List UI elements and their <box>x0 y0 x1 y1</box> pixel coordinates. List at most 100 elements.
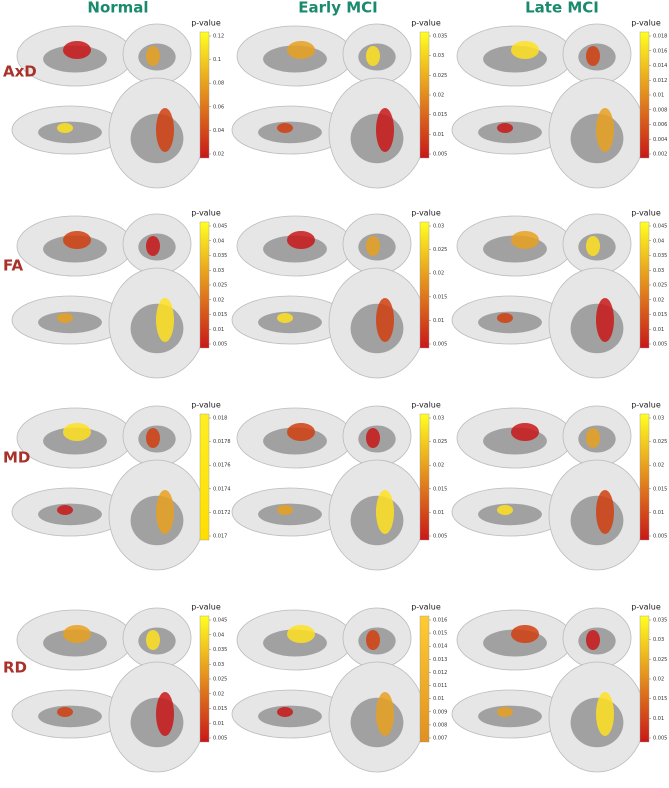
colorbar-tick-label: 0.015 <box>433 486 447 492</box>
brain-panel <box>11 607 206 773</box>
colorbar-tick-label: 0.006 <box>653 122 667 128</box>
colorbar-tick-label: 0.03 <box>213 662 224 668</box>
colorbar-tick-label: 0.08 <box>213 81 224 87</box>
colorbar-tick-label: 0.035 <box>653 618 667 624</box>
colorbar-tick-label: 0.045 <box>653 224 667 230</box>
highlight <box>277 707 293 717</box>
colorbar-tick-label: 0.005 <box>213 342 227 348</box>
colorbar-tick-label: 0.01 <box>653 327 664 333</box>
colorbar <box>639 31 650 159</box>
colorbar-tick-label: 0.1 <box>213 57 221 63</box>
highlight <box>511 423 539 441</box>
colorbar-title: p-value <box>191 209 221 218</box>
colorbar-title: p-value <box>631 19 661 28</box>
colorbar <box>199 615 210 743</box>
colorbar-title: p-value <box>411 401 441 410</box>
highlight <box>366 630 380 650</box>
colorbar-tick-label: 0.02 <box>653 297 664 303</box>
highlight <box>366 236 380 256</box>
colorbar-tick-label: 0.025 <box>433 247 447 253</box>
colorbar-tick-label: 0.015 <box>653 696 667 702</box>
brain-panel <box>11 23 206 189</box>
highlight <box>586 46 600 66</box>
colorbar-tick-label: 0.01 <box>213 327 224 333</box>
highlight <box>287 625 315 643</box>
colorbar-tick-label: 0.017 <box>213 534 227 540</box>
colorbar <box>639 413 650 541</box>
colorbar-tick-label: 0.008 <box>433 722 447 728</box>
colorbar-tick-label: 0.015 <box>433 112 447 118</box>
brain-panel <box>451 405 646 571</box>
highlight <box>146 236 160 256</box>
brain-core <box>258 121 322 144</box>
brain-core <box>478 311 542 334</box>
colorbar-tick-label: 0.007 <box>433 736 447 742</box>
colorbar-tick-label: 0.025 <box>433 73 447 79</box>
colorbar-tick-label: 0.018 <box>653 34 667 40</box>
highlight <box>596 298 614 342</box>
colorbar-tick-label: 0.01 <box>433 696 444 702</box>
highlight <box>57 505 73 515</box>
colorbar-tick-label: 0.03 <box>653 416 664 422</box>
colorbar-tick-label: 0.002 <box>653 152 667 158</box>
highlight <box>156 108 174 152</box>
highlight <box>376 108 394 152</box>
highlight <box>277 313 293 323</box>
colorbar-tick-label: 0.015 <box>653 312 667 318</box>
brain-panel <box>11 213 206 379</box>
highlight <box>586 428 600 448</box>
row-title: RD <box>3 659 27 677</box>
colorbar-tick-label: 0.016 <box>653 48 667 54</box>
brain-panel <box>231 607 426 773</box>
brain-core <box>258 311 322 334</box>
colorbar-tick-label: 0.035 <box>213 253 227 259</box>
row-title: AxD <box>3 63 37 81</box>
colorbar-tick-label: 0.008 <box>653 107 667 113</box>
colorbar-title: p-value <box>631 603 661 612</box>
colorbar-tick-label: 0.015 <box>653 486 667 492</box>
highlight <box>497 313 513 323</box>
colorbar-tick-label: 0.005 <box>653 736 667 742</box>
colorbar-tick-label: 0.03 <box>653 268 664 274</box>
colorbar-tick-label: 0.012 <box>653 78 667 84</box>
colorbar-tick-label: 0.02 <box>433 463 444 469</box>
colorbar-tick-label: 0.0178 <box>213 439 231 445</box>
brain-panel <box>11 405 206 571</box>
highlight <box>156 298 174 342</box>
colorbar-tick-label: 0.01 <box>653 510 664 516</box>
highlight <box>511 41 539 59</box>
colorbar-tick-label: 0.015 <box>433 631 447 637</box>
highlight <box>63 41 91 59</box>
colorbar-tick-label: 0.02 <box>433 93 444 99</box>
colorbar <box>419 31 430 159</box>
colorbar-tick-label: 0.01 <box>653 93 664 99</box>
highlight <box>497 123 513 133</box>
colorbar-tick-label: 0.045 <box>213 224 227 230</box>
brain-core <box>38 121 102 144</box>
column-title: Normal <box>87 0 148 17</box>
colorbar-title: p-value <box>631 401 661 410</box>
highlight <box>596 692 614 736</box>
colorbar-tick-label: 0.004 <box>653 137 667 143</box>
colorbar-tick-label: 0.03 <box>213 268 224 274</box>
colorbar-tick-label: 0.0172 <box>213 510 231 516</box>
highlight <box>287 423 315 441</box>
colorbar-tick-label: 0.025 <box>653 283 667 289</box>
colorbar-tick-label: 0.03 <box>653 637 664 643</box>
brain-core <box>258 503 322 526</box>
colorbar-tick-label: 0.018 <box>213 416 227 422</box>
highlight <box>497 707 513 717</box>
colorbar-tick-label: 0.025 <box>433 439 447 445</box>
highlight <box>596 490 614 534</box>
colorbar-tick-label: 0.0174 <box>213 486 231 492</box>
highlight <box>57 123 73 133</box>
colorbar-tick-label: 0.0176 <box>213 463 231 469</box>
brain-panel <box>231 23 426 189</box>
colorbar-tick-label: 0.005 <box>653 342 667 348</box>
row-title: FA <box>3 257 24 275</box>
colorbar-tick-label: 0.012 <box>433 670 447 676</box>
colorbar-title: p-value <box>631 209 661 218</box>
highlight <box>596 108 614 152</box>
row-title: MD <box>3 449 30 467</box>
